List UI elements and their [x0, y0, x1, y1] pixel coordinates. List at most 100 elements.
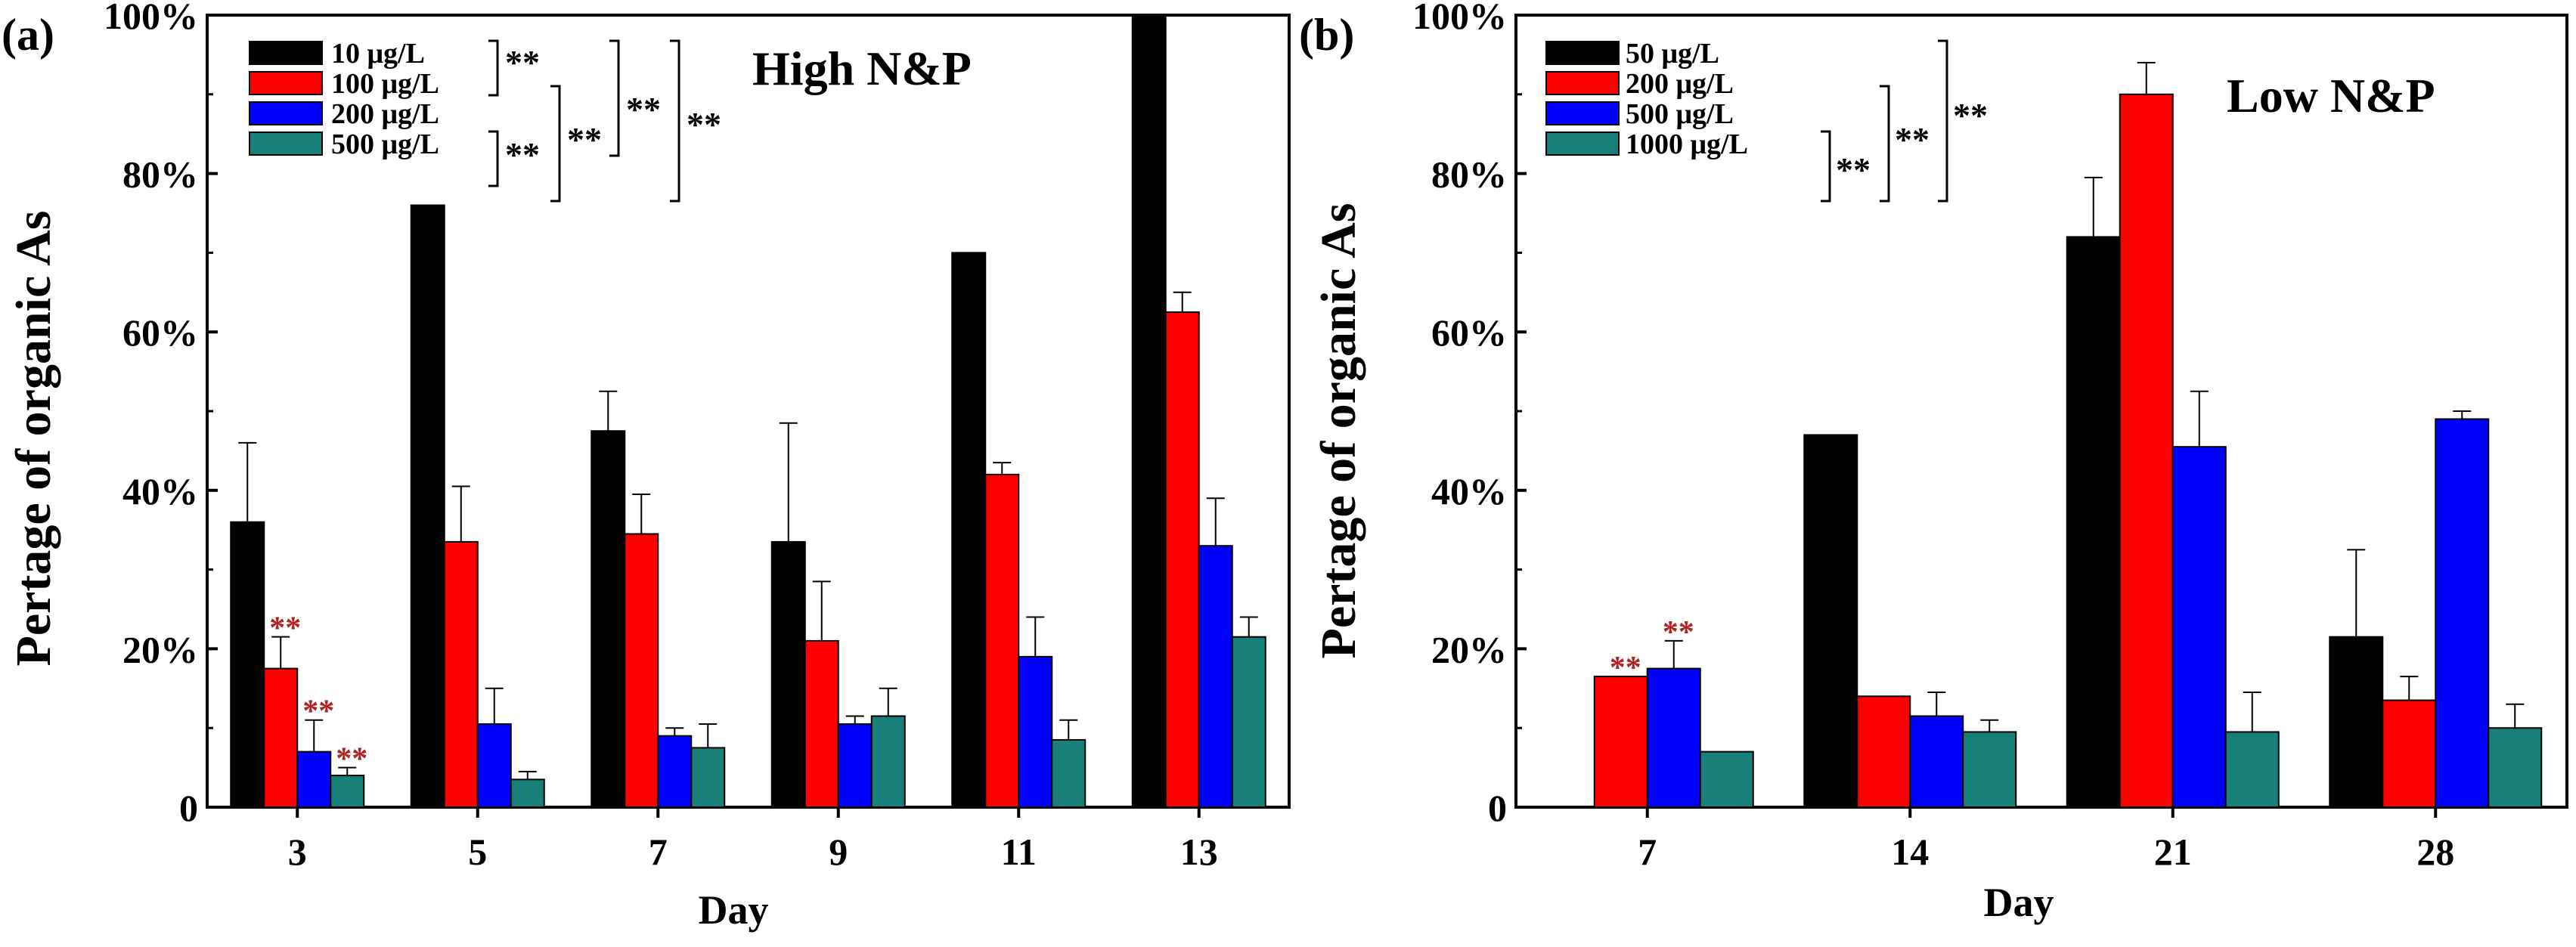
x-tick-label: 14 [1891, 831, 1929, 873]
bar [1593, 676, 1648, 809]
legend-bracket [1938, 39, 1948, 203]
x-axis-label-b: Day [1984, 880, 2054, 925]
x-tick-label: 9 [829, 831, 848, 873]
legend-swatch [1545, 101, 1620, 125]
bar [2066, 236, 2121, 808]
panel-b: (b) Pertage of organic As Day Low N&P 0 2… [1299, 0, 2568, 925]
bar [2171, 446, 2227, 808]
bar [2224, 731, 2280, 808]
bar [1198, 545, 1233, 808]
bar [1909, 715, 1964, 808]
x-tick-label: 7 [1638, 831, 1657, 873]
legend-swatch [249, 41, 323, 65]
significance-mark: ** [1610, 651, 1641, 685]
bar [296, 750, 332, 809]
y-tick-label: 80% [1431, 153, 1507, 196]
legend-bracket [670, 39, 680, 203]
bar [1856, 695, 1911, 809]
panel-label-a: (a) [2, 10, 54, 60]
bar [2435, 418, 2490, 808]
significance-mark: ** [269, 611, 301, 646]
legend-bracket-mark: ** [1895, 120, 1930, 159]
legend-label: 200 μg/L [331, 98, 439, 130]
x-tick-label: 3 [288, 831, 307, 873]
legend-bracket [1880, 85, 1890, 203]
legend-label: 1000 μg/L [1626, 128, 1748, 160]
y-tick-label: 0 [1488, 787, 1507, 829]
legend-swatch [249, 71, 323, 95]
legend-bracket-mark: ** [687, 105, 721, 144]
y-tick-label: 80% [122, 153, 198, 196]
bar [657, 735, 693, 808]
legend-swatch [249, 101, 323, 125]
significance-mark: ** [336, 742, 367, 777]
bar [263, 667, 299, 808]
bar [2119, 93, 2174, 809]
panel-label-b: (b) [1299, 10, 1354, 60]
legend-bracket-mark: ** [626, 90, 661, 128]
legend-swatch [1545, 71, 1620, 95]
bar [476, 723, 512, 809]
y-tick-label: 40% [1431, 470, 1507, 512]
legend-swatch [249, 132, 323, 156]
bar [1646, 667, 1701, 808]
bar [870, 715, 906, 808]
bar [330, 775, 365, 808]
bar [1803, 434, 1858, 808]
significance-mark: ** [1663, 615, 1694, 650]
legend-label: 10 μg/L [331, 38, 425, 70]
bar [951, 252, 987, 808]
legend-bracket-mark: ** [505, 43, 540, 82]
legend-label: 50 μg/L [1626, 38, 1719, 70]
y-tick-label: 20% [1431, 628, 1507, 670]
panel-title-a: High N&P [752, 42, 972, 95]
x-tick-label: 13 [1180, 831, 1218, 873]
bar [1699, 750, 1754, 809]
y-tick-label: 20% [122, 628, 198, 670]
x-tick-label: 7 [649, 831, 668, 873]
y-tick-label: 100% [1412, 0, 1507, 37]
y-axis-label-b: Pertage of organic As [1311, 203, 1366, 659]
legend-label: 500 μg/L [1626, 98, 1734, 130]
panel-title-b: Low N&P [2227, 69, 2435, 122]
legend-bracket [488, 39, 499, 97]
x-tick-label: 11 [1001, 831, 1037, 873]
legend-bracket [488, 130, 499, 187]
x-axis-label-a: Day [699, 887, 769, 933]
bar [230, 521, 265, 808]
legend-bracket-mark: ** [1953, 96, 1988, 135]
legend-label: 100 μg/L [331, 68, 439, 100]
bar [410, 204, 445, 808]
bar [624, 533, 659, 808]
legend-swatch [1545, 132, 1620, 156]
bar [1131, 14, 1167, 808]
legend-label: 500 μg/L [331, 128, 439, 160]
y-tick-label: 0 [179, 787, 198, 829]
legend-bracket-mark: ** [505, 135, 540, 174]
bar [690, 747, 726, 809]
bar [837, 723, 873, 809]
x-tick-label: 21 [2154, 831, 2192, 873]
legend-bracket-mark: ** [1836, 150, 1871, 189]
bar [1018, 655, 1053, 808]
bar [984, 473, 1020, 809]
bar [1051, 738, 1087, 808]
bar [770, 540, 806, 808]
bar [510, 778, 545, 808]
bar [443, 540, 479, 808]
legend-bracket [550, 85, 561, 203]
legend-bracket-mark: ** [567, 120, 602, 159]
bar [591, 430, 626, 808]
y-tick-label: 60% [1431, 311, 1507, 354]
bar [2329, 636, 2384, 808]
x-tick-label: 5 [468, 831, 487, 873]
bar [804, 639, 839, 808]
y-tick-label: 40% [122, 470, 198, 512]
bar [2488, 727, 2543, 809]
legend-bracket [609, 39, 620, 157]
significance-mark: ** [302, 695, 334, 729]
y-tick-label: 100% [104, 0, 198, 37]
legend-label: 200 μg/L [1626, 68, 1734, 100]
legend-swatch [1545, 41, 1620, 65]
legend-bracket [1821, 130, 1831, 203]
